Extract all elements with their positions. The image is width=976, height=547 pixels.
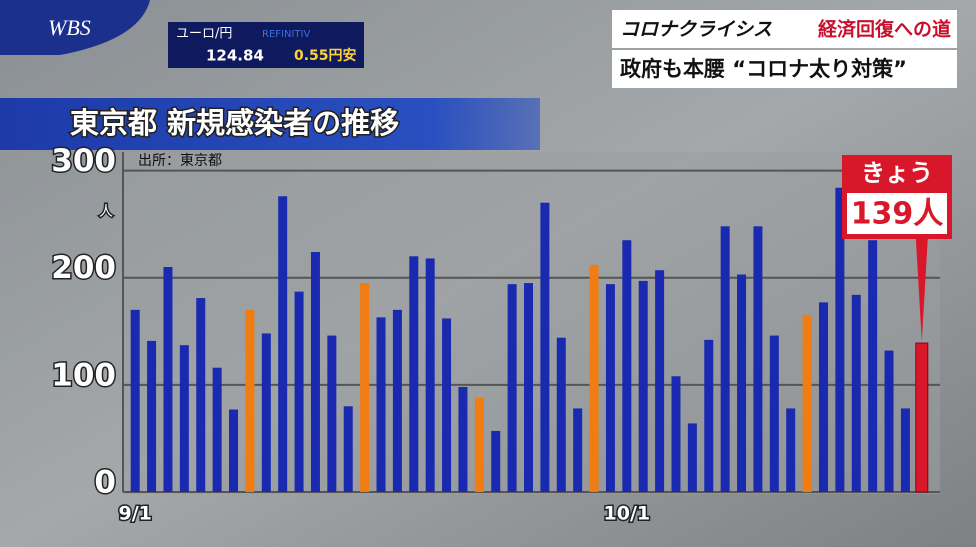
bar <box>343 406 353 492</box>
bar <box>687 423 697 492</box>
bar <box>835 187 845 492</box>
y-tick-label: 200 <box>51 250 116 286</box>
bar <box>589 264 599 492</box>
chart-title: 東京都 新規感染者の推移 <box>70 106 399 140</box>
data-label: 139人 <box>851 197 944 232</box>
bar <box>130 309 140 492</box>
bar <box>868 240 878 492</box>
bar <box>540 202 550 492</box>
bar <box>753 226 763 493</box>
bar <box>294 291 304 492</box>
bar <box>425 258 435 492</box>
y-tick-label: 0 <box>94 465 116 501</box>
series-subtitle: 経済回復への道 <box>818 18 951 41</box>
x-tick-label: 10/1 <box>604 503 651 525</box>
headline-box <box>612 50 957 88</box>
bar <box>474 397 484 492</box>
bar <box>409 256 419 492</box>
bar <box>851 294 861 492</box>
bar <box>671 376 681 492</box>
bar <box>507 284 517 492</box>
bar <box>720 226 730 493</box>
bar <box>622 240 632 492</box>
bar <box>884 350 894 492</box>
rate-change: 0.55円安 <box>294 47 357 64</box>
bar <box>802 315 812 492</box>
bar <box>915 342 929 493</box>
bar <box>376 317 386 492</box>
title-bar <box>0 98 540 150</box>
y-tick-label: 100 <box>51 357 116 393</box>
logo: WBS <box>48 15 91 40</box>
bar <box>179 345 189 492</box>
series-box <box>612 10 957 48</box>
bar <box>818 302 828 492</box>
callout-pointer <box>915 238 928 342</box>
bar <box>147 340 157 492</box>
bar <box>360 283 370 492</box>
bar <box>196 298 206 492</box>
bar <box>163 267 173 492</box>
bar <box>737 274 747 492</box>
x-tick-label: 9/1 <box>118 503 151 525</box>
headline: 政府も本腰 “コロナ太り対策” <box>620 57 907 81</box>
currency-box <box>168 22 364 68</box>
currency-pair: ユーロ/円 <box>176 27 232 42</box>
bar <box>704 339 714 492</box>
callout-label: きょう <box>861 159 933 187</box>
bar <box>786 408 796 492</box>
bar <box>638 280 648 492</box>
bar <box>605 284 615 492</box>
bar <box>458 387 468 492</box>
logo-bg <box>0 0 150 55</box>
bar <box>524 283 533 492</box>
y-unit: 人 <box>99 204 113 220</box>
bar <box>392 309 402 492</box>
series-title: コロナクライシス <box>620 19 772 41</box>
provider: REFINITIV <box>262 29 310 40</box>
bar <box>229 409 239 492</box>
bar <box>900 408 910 492</box>
bar <box>310 252 320 492</box>
bar <box>261 333 271 492</box>
callout-value-bg <box>847 193 947 234</box>
rate: 124.84 <box>206 47 264 65</box>
bar <box>245 309 255 492</box>
y-tick-label: 300 <box>51 143 116 179</box>
bar <box>491 430 501 492</box>
bar <box>212 367 222 492</box>
bar <box>278 196 288 493</box>
bar <box>556 337 566 492</box>
bar <box>327 335 337 492</box>
source: 出所：東京都 <box>138 153 222 169</box>
bar <box>655 270 665 492</box>
bar <box>573 408 583 492</box>
bar <box>769 335 779 492</box>
bar <box>442 318 452 492</box>
